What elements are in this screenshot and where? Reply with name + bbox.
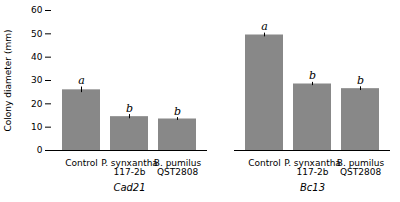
svg-text:b: b [174, 105, 181, 118]
svg-text:B. pumilusQST2808: B. pumilusQST2808 [154, 158, 202, 177]
svg-text:20: 20 [31, 99, 43, 109]
svg-text:b: b [126, 102, 133, 115]
svg-text:B. pumilusQST2808: B. pumilusQST2808 [337, 158, 385, 177]
svg-text:30: 30 [31, 75, 43, 85]
svg-text:Control: Control [65, 158, 98, 168]
svg-text:Control: Control [248, 158, 281, 168]
svg-text:a: a [261, 20, 268, 33]
svg-text:Cad21: Cad21 [113, 182, 145, 193]
svg-text:P. synxantha117-2b: P. synxantha117-2b [284, 158, 341, 177]
svg-text:P. synxantha117-2b: P. synxantha117-2b [101, 158, 158, 177]
svg-text:10: 10 [31, 122, 43, 132]
svg-text:50: 50 [31, 29, 43, 39]
svg-text:Bc13: Bc13 [300, 182, 325, 193]
svg-text:0: 0 [37, 145, 43, 155]
svg-text:b: b [309, 69, 316, 82]
svg-text:40: 40 [31, 52, 43, 62]
svg-text:Colony diameter (mm): Colony diameter (mm) [3, 30, 13, 132]
svg-text:b: b [357, 74, 364, 87]
svg-text:a: a [78, 74, 85, 87]
svg-text:60: 60 [31, 5, 43, 15]
